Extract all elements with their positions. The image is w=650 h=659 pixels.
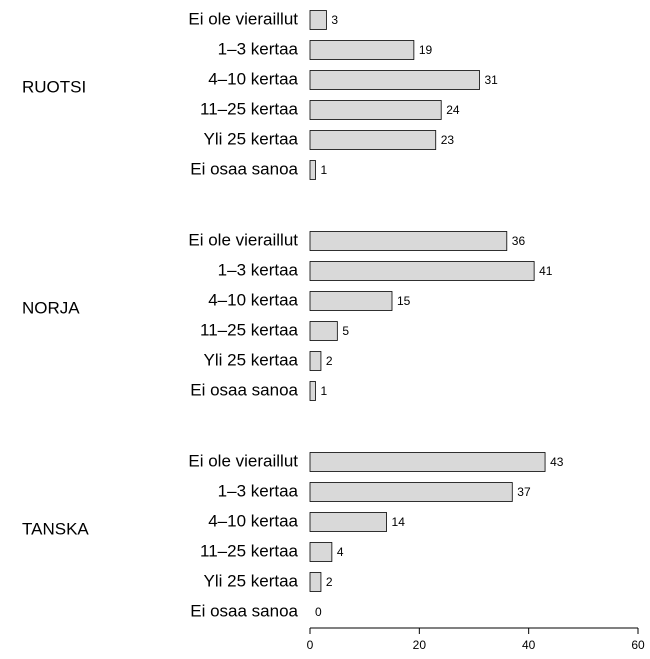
value-label: 19 xyxy=(419,43,433,57)
category-label: Ei ole vieraillut xyxy=(188,9,298,28)
category-label: Ei ole vieraillut xyxy=(188,230,298,249)
bar xyxy=(309,572,322,592)
bar xyxy=(309,542,333,562)
category-label: 1–3 kertaa xyxy=(218,481,299,500)
bar xyxy=(309,452,546,472)
value-label: 24 xyxy=(446,103,460,117)
category-label: Yli 25 kertaa xyxy=(204,129,299,148)
category-label: Ei ole vieraillut xyxy=(188,451,298,470)
value-label: 0 xyxy=(315,605,322,619)
category-label: 4–10 kertaa xyxy=(208,69,298,88)
category-label: Yli 25 kertaa xyxy=(204,571,299,590)
x-tick-label: 40 xyxy=(522,638,536,652)
bar xyxy=(309,231,508,251)
x-tick-label: 60 xyxy=(631,638,645,652)
bar xyxy=(309,130,437,150)
category-label: 1–3 kertaa xyxy=(218,39,299,58)
category-label: Ei osaa sanoa xyxy=(190,380,298,399)
value-label: 3 xyxy=(331,13,338,27)
value-label: 1 xyxy=(320,163,327,177)
bar xyxy=(309,160,316,180)
category-label: Ei osaa sanoa xyxy=(190,159,298,178)
category-label: Ei osaa sanoa xyxy=(190,601,298,620)
group-label: NORJA xyxy=(22,298,80,317)
group-label: TANSKA xyxy=(22,519,89,538)
x-tick-label: 0 xyxy=(307,638,314,652)
bar xyxy=(309,351,322,371)
bar xyxy=(309,321,338,341)
value-label: 4 xyxy=(337,545,344,559)
category-label: 11–25 kertaa xyxy=(200,541,299,560)
bar xyxy=(309,381,316,401)
bar xyxy=(309,482,513,502)
value-label: 41 xyxy=(539,264,553,278)
value-label: 37 xyxy=(517,485,531,499)
group-label: RUOTSI xyxy=(22,77,86,96)
value-label: 36 xyxy=(512,234,526,248)
value-label: 5 xyxy=(342,324,349,338)
value-label: 43 xyxy=(550,455,564,469)
bar xyxy=(309,40,415,60)
value-label: 1 xyxy=(320,384,327,398)
bar xyxy=(309,261,535,281)
category-label: 11–25 kertaa xyxy=(200,320,299,339)
bar xyxy=(309,10,327,30)
bar xyxy=(309,512,387,532)
category-label: 1–3 kertaa xyxy=(218,260,299,279)
bar xyxy=(309,70,480,90)
bar xyxy=(309,100,442,120)
value-label: 23 xyxy=(441,133,455,147)
value-label: 31 xyxy=(484,73,498,87)
category-label: Yli 25 kertaa xyxy=(204,350,299,369)
value-label: 15 xyxy=(397,294,411,308)
category-label: 4–10 kertaa xyxy=(208,511,298,530)
category-label: 11–25 kertaa xyxy=(200,99,299,118)
value-label: 2 xyxy=(326,575,333,589)
value-label: 14 xyxy=(392,515,406,529)
bar xyxy=(309,291,393,311)
x-tick-label: 20 xyxy=(413,638,427,652)
value-label: 2 xyxy=(326,354,333,368)
category-label: 4–10 kertaa xyxy=(208,290,298,309)
